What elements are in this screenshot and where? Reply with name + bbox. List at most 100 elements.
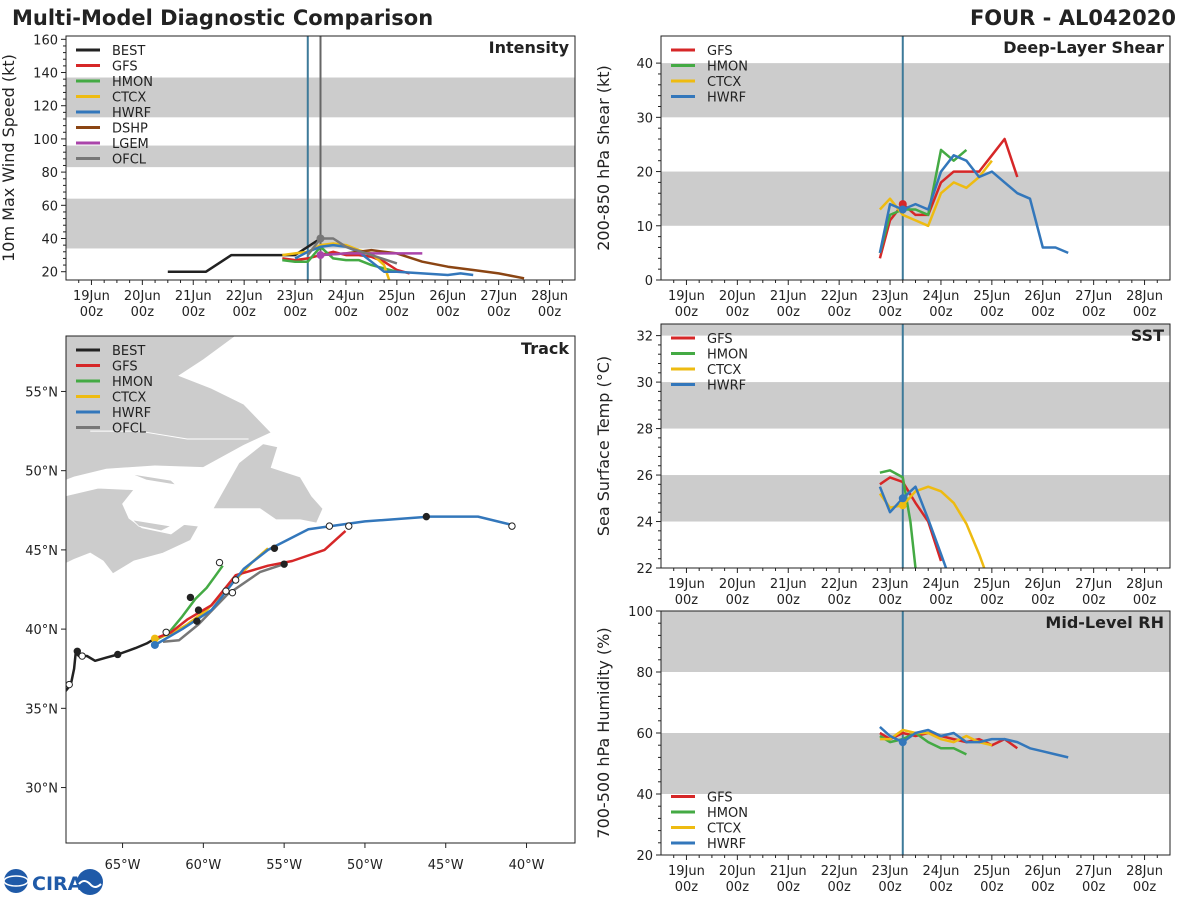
- ytick-label: 60: [41, 199, 58, 214]
- xtick-label: 19Jun: [668, 864, 705, 879]
- xtick-label: 23Jun: [872, 864, 909, 879]
- xtick-label: 45°W: [428, 858, 464, 873]
- ytick-label: 40: [636, 57, 653, 72]
- ytick-label: 40: [41, 233, 58, 248]
- legend-label-hmon: HMON: [112, 375, 153, 390]
- track-point-8: [222, 587, 230, 595]
- xtick-label: 00z: [487, 305, 511, 320]
- xtick-label: 26Jun: [1024, 289, 1061, 304]
- band-2: [661, 324, 1170, 336]
- chart-panels: 2040608010012014016019Jun00z20Jun00z21Ju…: [0, 33, 1171, 895]
- ytick-label: 55°N: [25, 385, 58, 400]
- xtick-label: 24Jun: [923, 577, 960, 592]
- legend-label-hwrf: HWRF: [112, 406, 151, 421]
- xtick-label: 00z: [980, 593, 1004, 608]
- y-axis-label: 10m Max Wind Speed (kt): [0, 54, 18, 262]
- land-anticosti: [130, 473, 178, 486]
- marker-hwrf: [898, 494, 907, 503]
- xtick-label: 23Jun: [872, 289, 909, 304]
- xtick-label: 27Jun: [1075, 577, 1112, 592]
- track-hwrf: [154, 515, 511, 647]
- band-0: [661, 733, 1170, 794]
- track-point-0: [66, 680, 73, 689]
- band-1: [661, 382, 1170, 429]
- xtick-label: 00z: [1031, 305, 1055, 320]
- series-hwrf: [879, 725, 1069, 759]
- series-ctcx: [879, 728, 993, 747]
- xtick-label: 00z: [929, 305, 953, 320]
- ytick-label: 100: [628, 605, 653, 620]
- track-point-7: [186, 593, 195, 602]
- track-point-11: [215, 558, 224, 567]
- legend-label-hmon: HMON: [707, 806, 748, 821]
- legend-label-gfs: GFS: [707, 44, 733, 59]
- xtick-label: 00z: [1082, 305, 1106, 320]
- xtick-label: 00z: [436, 305, 460, 320]
- track-point-9: [228, 588, 237, 597]
- ytick-label: 24: [636, 516, 653, 531]
- band-1: [661, 63, 1170, 118]
- legend-label-hmon: HMON: [112, 75, 153, 90]
- legend-label-lgem: LGEM: [112, 137, 149, 152]
- xtick-label: 00z: [878, 305, 902, 320]
- xtick-label: 00z: [929, 880, 953, 895]
- legend-label-ctcx: CTCX: [112, 391, 146, 406]
- xtick-label: 00z: [538, 305, 562, 320]
- legend-label-ofcl: OFCL: [112, 422, 147, 437]
- series-group: [878, 137, 1069, 259]
- xtick-label: 00z: [1133, 593, 1157, 608]
- series-lgem: [320, 252, 423, 257]
- land-maritimes: [66, 487, 200, 575]
- xtick-label: 00z: [1082, 593, 1106, 608]
- xtick-label: 21Jun: [770, 577, 807, 592]
- xtick-label: 19Jun: [668, 289, 705, 304]
- track-point-6: [194, 606, 203, 614]
- xtick-label: 19Jun: [668, 577, 705, 592]
- ytick-label: 30: [636, 376, 653, 391]
- ytick-label: 26: [636, 469, 653, 484]
- track-point-14: [325, 522, 334, 530]
- ytick-label: 40: [636, 788, 653, 803]
- xtick-label: 00z: [1133, 880, 1157, 895]
- band-1: [661, 611, 1170, 672]
- marker-ofcl: [316, 234, 325, 243]
- ytick-label: 60: [636, 727, 653, 742]
- legend-label-hmon: HMON: [707, 60, 748, 75]
- legend-label-gfs: GFS: [112, 360, 138, 375]
- ytick-label: 30°N: [25, 782, 58, 797]
- xtick-label: 55°W: [266, 858, 302, 873]
- ytick-label: 0: [645, 274, 653, 289]
- marker-ctcx: [898, 501, 907, 510]
- land-pei: [131, 519, 173, 532]
- ytick-label: 40°N: [25, 623, 58, 638]
- ytick-label: 32: [636, 330, 653, 345]
- xtick-label: 25Jun: [973, 289, 1010, 304]
- track-point-13: [280, 560, 288, 568]
- xtick-label: 22Jun: [821, 577, 858, 592]
- y-axis-label: 700-500 hPa Humidity (%): [594, 627, 613, 838]
- track-point-17: [508, 522, 516, 530]
- xtick-label: 21Jun: [770, 864, 807, 879]
- xtick-label: 21Jun: [770, 289, 807, 304]
- series-best: [167, 237, 322, 273]
- legend-label-ctcx: CTCX: [707, 363, 741, 378]
- xtick-label: 25Jun: [973, 577, 1010, 592]
- xtick-label: 26Jun: [429, 289, 466, 304]
- series-ctcx: [282, 242, 391, 280]
- xtick-label: 00z: [726, 305, 750, 320]
- sst-panel: 22242628303219Jun00z20Jun00z21Jun00z22Ju…: [594, 323, 1171, 608]
- border-quebec-labrador: [90, 430, 249, 440]
- track-init-hwrf: [150, 640, 159, 649]
- legend-label-hwrf: HWRF: [707, 91, 746, 106]
- xtick-label: 25Jun: [973, 864, 1010, 879]
- band-0: [661, 475, 1170, 522]
- intensity-panel: 2040608010012014016019Jun00z20Jun00z21Ju…: [0, 33, 576, 320]
- track-point-2: [73, 647, 82, 655]
- xtick-label: 00z: [980, 880, 1004, 895]
- xtick-label: 00z: [777, 305, 801, 320]
- ytick-label: 30: [636, 111, 653, 126]
